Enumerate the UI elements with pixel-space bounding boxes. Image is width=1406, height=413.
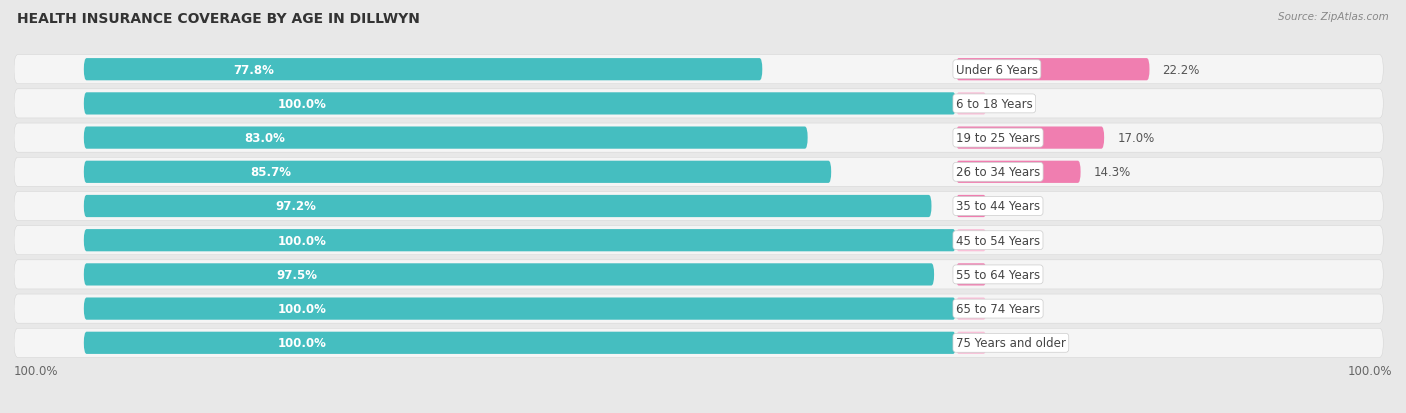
FancyBboxPatch shape — [956, 298, 987, 320]
Text: 100.0%: 100.0% — [14, 364, 59, 377]
FancyBboxPatch shape — [84, 127, 807, 150]
FancyBboxPatch shape — [14, 226, 1384, 255]
Text: 100.0%: 100.0% — [277, 234, 326, 247]
Text: 17.0%: 17.0% — [1118, 132, 1154, 145]
FancyBboxPatch shape — [14, 260, 1384, 289]
FancyBboxPatch shape — [956, 93, 987, 115]
Text: 75 Years and older: 75 Years and older — [956, 337, 1066, 349]
Text: 97.5%: 97.5% — [276, 268, 316, 281]
Text: 100.0%: 100.0% — [277, 97, 326, 111]
Text: 0.0%: 0.0% — [1000, 337, 1029, 349]
FancyBboxPatch shape — [956, 195, 987, 218]
Text: 100.0%: 100.0% — [1347, 364, 1392, 377]
Text: Under 6 Years: Under 6 Years — [956, 64, 1038, 76]
Text: 55 to 64 Years: 55 to 64 Years — [956, 268, 1040, 281]
FancyBboxPatch shape — [84, 298, 956, 320]
FancyBboxPatch shape — [14, 328, 1384, 358]
Text: HEALTH INSURANCE COVERAGE BY AGE IN DILLWYN: HEALTH INSURANCE COVERAGE BY AGE IN DILL… — [17, 12, 420, 26]
FancyBboxPatch shape — [84, 263, 934, 286]
FancyBboxPatch shape — [84, 93, 956, 115]
Text: 100.0%: 100.0% — [277, 302, 326, 316]
FancyBboxPatch shape — [14, 55, 1384, 85]
FancyBboxPatch shape — [84, 59, 762, 81]
FancyBboxPatch shape — [956, 59, 1150, 81]
FancyBboxPatch shape — [14, 90, 1384, 119]
Text: 2.5%: 2.5% — [1000, 268, 1029, 281]
FancyBboxPatch shape — [14, 294, 1384, 323]
FancyBboxPatch shape — [956, 161, 1081, 183]
Text: 35 to 44 Years: 35 to 44 Years — [956, 200, 1040, 213]
FancyBboxPatch shape — [956, 127, 1104, 150]
Text: 22.2%: 22.2% — [1163, 64, 1199, 76]
Text: 0.0%: 0.0% — [1000, 302, 1029, 316]
FancyBboxPatch shape — [84, 195, 932, 218]
FancyBboxPatch shape — [956, 332, 987, 354]
Text: 0.0%: 0.0% — [1000, 97, 1029, 111]
Text: 2.8%: 2.8% — [1000, 200, 1029, 213]
Text: 100.0%: 100.0% — [277, 337, 326, 349]
Text: 0.0%: 0.0% — [1000, 234, 1029, 247]
Text: 6 to 18 Years: 6 to 18 Years — [956, 97, 1032, 111]
Text: 45 to 54 Years: 45 to 54 Years — [956, 234, 1040, 247]
FancyBboxPatch shape — [956, 263, 987, 286]
FancyBboxPatch shape — [84, 161, 831, 183]
Text: 26 to 34 Years: 26 to 34 Years — [956, 166, 1040, 179]
Text: 19 to 25 Years: 19 to 25 Years — [956, 132, 1040, 145]
Text: 83.0%: 83.0% — [245, 132, 285, 145]
FancyBboxPatch shape — [14, 192, 1384, 221]
Text: 97.2%: 97.2% — [276, 200, 316, 213]
Text: 65 to 74 Years: 65 to 74 Years — [956, 302, 1040, 316]
FancyBboxPatch shape — [84, 230, 956, 252]
FancyBboxPatch shape — [14, 158, 1384, 187]
Text: 77.8%: 77.8% — [233, 64, 274, 76]
Text: 85.7%: 85.7% — [250, 166, 291, 179]
Text: Source: ZipAtlas.com: Source: ZipAtlas.com — [1278, 12, 1389, 22]
Text: 14.3%: 14.3% — [1094, 166, 1130, 179]
FancyBboxPatch shape — [84, 332, 956, 354]
FancyBboxPatch shape — [14, 124, 1384, 153]
FancyBboxPatch shape — [956, 230, 987, 252]
